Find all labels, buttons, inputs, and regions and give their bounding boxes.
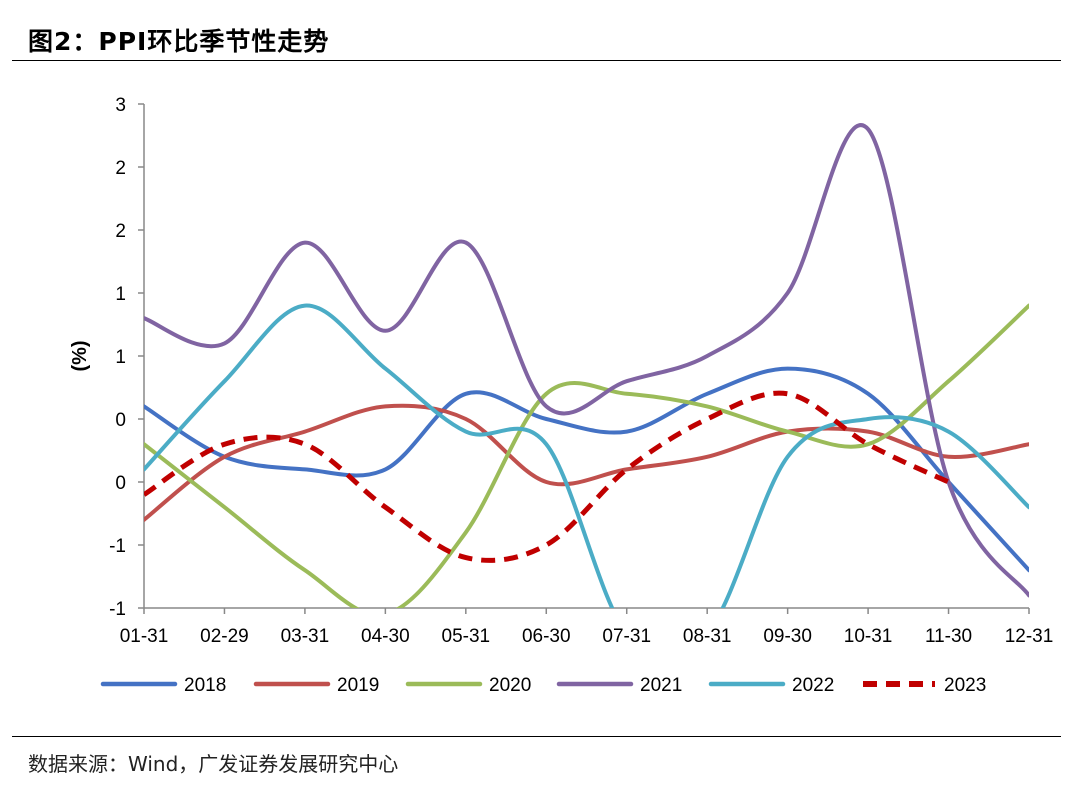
source-divider — [12, 736, 1061, 737]
legend-label-2021: 2021 — [640, 675, 682, 696]
x-tick-label: 08-31 — [683, 626, 732, 647]
x-tick-label: 05-31 — [442, 626, 491, 647]
y-tick-label: 1 — [115, 347, 126, 368]
x-tick-label: 02-29 — [200, 626, 249, 647]
series-line-2021 — [144, 123, 1029, 598]
y-tick-label: 2 — [115, 221, 126, 242]
series-line-2020 — [144, 303, 1029, 608]
y-tick-label: -1 — [109, 536, 126, 557]
axis-labels: -1 -1 0 0 1 1 2 2 3 01-31 02-29 03-31 04-30 05-31 06-3… — [69, 95, 1053, 647]
x-tick-label: 09-30 — [763, 626, 812, 647]
y-tick-label: -1 — [109, 599, 126, 620]
x-tick-label: 10-31 — [844, 626, 893, 647]
legend-label-2020: 2020 — [489, 675, 531, 696]
title-divider — [12, 60, 1061, 61]
x-tick-label: 11-30 — [925, 626, 972, 647]
y-tick-label: 2 — [115, 158, 126, 179]
x-tick-label: 12-31 — [1005, 626, 1054, 647]
x-tick-label: 07-31 — [602, 626, 651, 647]
y-tick-label: 1 — [115, 284, 126, 305]
series-line-2019 — [144, 403, 1029, 522]
line-chart: -1 -1 0 0 1 1 2 2 3 01-31 02-29 03-31 04-30 05-31 06-3… — [69, 95, 1053, 696]
y-tick-label: 3 — [115, 95, 126, 116]
y-tick-label: 0 — [115, 410, 126, 431]
series-line-2018 — [144, 366, 1029, 573]
legend-label-2022: 2022 — [792, 675, 834, 696]
legend-label-2018: 2018 — [184, 675, 226, 696]
y-axis-title: (%) — [69, 340, 91, 371]
legend: 2018 2019 2020 2021 2022 2023 — [100, 675, 986, 696]
axes — [138, 103, 1030, 614]
data-source-note: 数据来源：Wind，广发证券发展研究中心 — [28, 752, 399, 776]
series-line-2022 — [144, 303, 1029, 608]
x-tick-label: 01-31 — [120, 626, 169, 647]
series-lines — [144, 123, 1029, 608]
x-tick-label: 03-31 — [281, 626, 330, 647]
x-tick-label: 04-30 — [361, 626, 410, 647]
figure-title: 图2：PPI环比季节性走势 — [28, 27, 330, 56]
y-tick-label: 0 — [115, 473, 126, 494]
legend-label-2019: 2019 — [337, 675, 379, 696]
x-tick-label: 06-30 — [522, 626, 571, 647]
legend-label-2023: 2023 — [944, 675, 986, 696]
